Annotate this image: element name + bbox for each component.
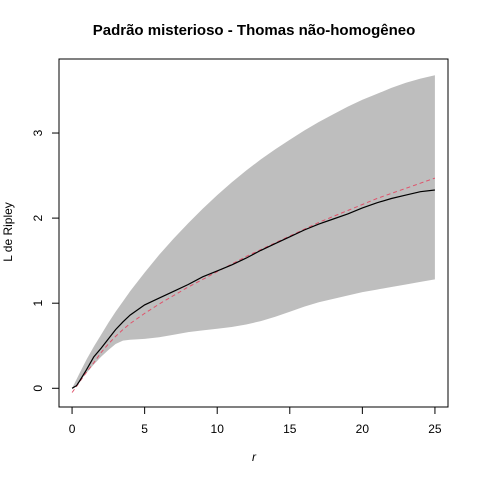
series-line-observed [71, 189, 435, 389]
chart-title: Padrão misterioso - Thomas não-homogêneo [93, 22, 416, 39]
x-tick-label: 10 [211, 422, 225, 436]
x-tick-label: 0 [69, 422, 76, 436]
y-axis-label: L de Ripley [1, 202, 15, 262]
plot-area [71, 75, 436, 393]
x-tick-label: 5 [141, 422, 148, 436]
x-tick-label: 15 [283, 422, 297, 436]
x-tick-label: 25 [428, 422, 442, 436]
x-axis: 0 5 10 15 20 25 [69, 406, 442, 436]
simulation-envelope [72, 75, 435, 389]
series-line-theoretical [71, 177, 436, 393]
x-tick-label: 20 [356, 422, 370, 436]
y-tick-label: 2 [31, 214, 45, 221]
y-tick-label: 1 [31, 300, 45, 307]
y-tick-label: 3 [31, 129, 45, 136]
x-axis-label: r [252, 450, 257, 464]
y-axis: 0 1 2 3 [31, 129, 60, 392]
y-tick-label: 0 [31, 385, 45, 392]
